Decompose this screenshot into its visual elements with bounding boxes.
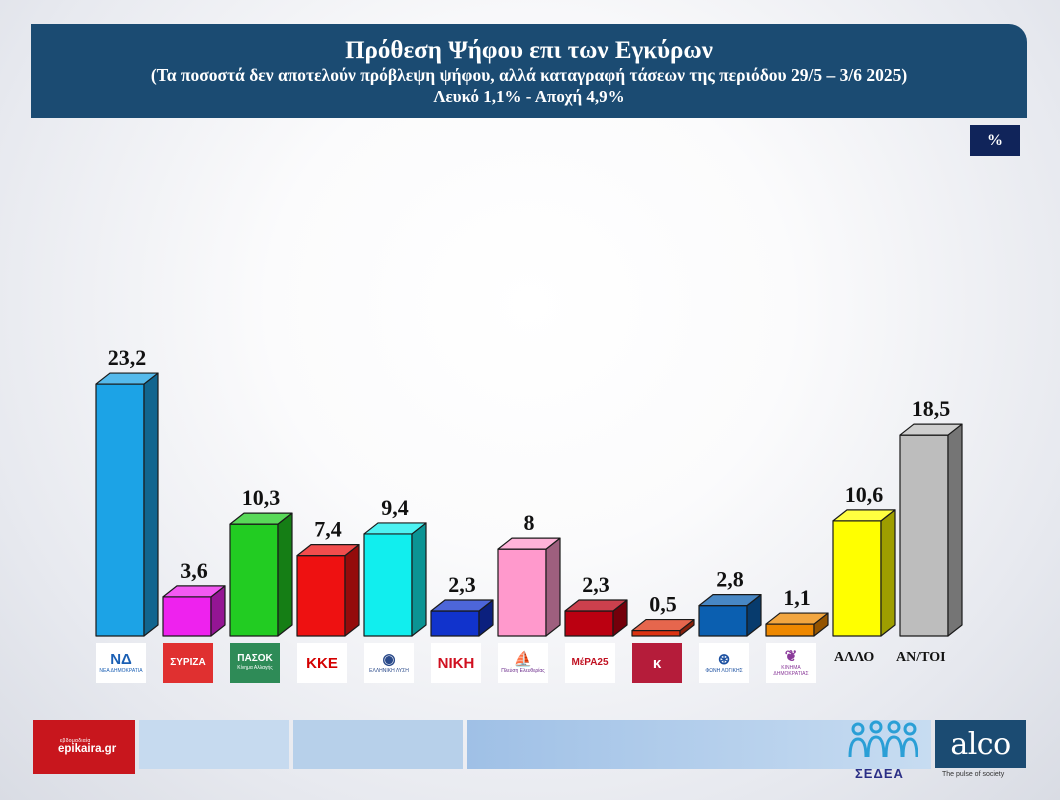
footer-strip-2 (293, 720, 463, 769)
bar (832, 520, 882, 637)
logo-text: ΚΙΝΗΜΑ ΔΗΜΟΚΡΑΤΙΑΣ (773, 665, 809, 677)
bar-top (430, 599, 494, 612)
bar-top (832, 509, 896, 522)
bar-top (162, 585, 226, 598)
data-label: 3,6 (180, 558, 208, 583)
bar (95, 383, 145, 637)
chart-subtitle: (Τα ποσοστά δεν αποτελούν πρόβλεψη ψήφου… (150, 65, 908, 85)
bar-top (899, 423, 963, 436)
bar (430, 610, 480, 637)
alco-tagline: The pulse of society (942, 771, 1005, 778)
data-label: 8 (524, 510, 535, 535)
chart-note: Λευκό 1,1% - Αποχή 4,9% (433, 87, 625, 106)
bar-top (698, 593, 762, 607)
bar-top (564, 599, 628, 612)
logo-mark: ❦ (784, 648, 798, 666)
bar-top (229, 512, 293, 525)
logo-mark: ΚΚΕ (306, 654, 338, 672)
bar (363, 533, 413, 637)
logo-text: ΦΩΝΗ ΛΟΓΙΚΗΣ (705, 667, 743, 674)
bar (229, 523, 279, 637)
logo-mark: ⊛ (717, 650, 731, 668)
foni-logikis-logo: ⊛ ΦΩΝΗ ΛΟΓΙΚΗΣ (699, 643, 749, 683)
sedea-label: ΣΕΔΕΑ (855, 766, 904, 781)
elliniki-lysi-logo: ◉ ΕΛΛΗΝΙΚΗ ΛΥΣΗ (364, 643, 414, 683)
bar-side (344, 544, 360, 637)
chart-title: Πρόθεση Ψήφου επι των Εγκύρων (345, 37, 713, 64)
data-label: 7,4 (314, 517, 342, 542)
logo-text: Κίνημα Αλλαγής (237, 665, 273, 672)
category-label-allo: ΑΛΛΟ (834, 650, 875, 665)
bar-side (411, 522, 427, 637)
data-label: 23,2 (108, 345, 147, 370)
epikaira-name: epikaira.gr (58, 743, 117, 755)
bar (296, 555, 346, 637)
data-label: 10,6 (845, 482, 884, 507)
kinima-dimokratias-logo: ❦ ΚΙΝΗΜΑ ΔΗΜΟΚΡΑΤΙΑΣ (766, 643, 816, 683)
kinima-logo: κ (632, 643, 682, 683)
bar-side (143, 372, 159, 637)
bar (564, 610, 614, 637)
logo-mark: ΠΑΣΟΚ (237, 653, 273, 665)
data-label: 10,3 (242, 485, 281, 510)
chart-header: Πρόθεση Ψήφου επι των Εγκύρων (Τα ποσοστ… (31, 24, 1027, 118)
bar-top (497, 537, 561, 550)
bar (631, 629, 681, 637)
epikaira-small-label: εβδομαδιαία (60, 738, 91, 744)
bar-side (947, 423, 963, 637)
logo-mark: ΝΔ (110, 650, 132, 668)
footer-strip-1 (139, 720, 289, 769)
bar-side (545, 537, 561, 637)
bar (497, 548, 547, 637)
data-label: 9,4 (381, 495, 409, 520)
mera25-logo: ΜέΡΑ25 (565, 643, 615, 683)
niki-logo: ΝΙΚΗ (431, 643, 481, 683)
logo-mark: ΜέΡΑ25 (571, 657, 609, 668)
epikaira-logo: εβδομαδιαία epikaira.gr (33, 720, 135, 774)
data-label: 2,3 (448, 572, 476, 597)
data-label: 18,5 (912, 396, 951, 421)
data-label: 0,5 (649, 592, 677, 617)
unit-badge: % (970, 125, 1020, 156)
bar (765, 623, 815, 637)
bar (899, 434, 949, 637)
logo-text: Πλεύση Ελευθερίας (501, 667, 545, 674)
data-label: 2,3 (582, 572, 610, 597)
bar-side (880, 509, 896, 637)
bar (698, 604, 748, 637)
sedea-people-icon (848, 720, 918, 758)
category-label-anatoi: ΑΝ/ΤΟΙ (896, 650, 946, 665)
bar-top (296, 544, 360, 557)
bar-top (95, 372, 159, 385)
pasok-logo: ΠΑΣΟΚ Κίνημα Αλλαγής (230, 643, 280, 683)
logo-text: ΝΕΑ ΔΗΜΟΚΡΑΤΙΑ (99, 667, 143, 674)
alco-logo: alco (935, 720, 1026, 768)
logo-mark: κ (652, 654, 662, 672)
bar-top (363, 522, 427, 535)
bar (162, 596, 212, 637)
logo-mark: ΣΥΡΙΖΑ (170, 657, 206, 668)
bar-top (631, 618, 695, 632)
syriza-logo: ΣΥΡΙΖΑ (163, 643, 213, 683)
logo-mark: ◉ (382, 650, 396, 668)
data-label: 1,1 (783, 585, 811, 610)
logo-text: ΕΛΛΗΝΙΚΗ ΛΥΣΗ (369, 667, 409, 674)
plefsi-logo: ⛵ Πλεύση Ελευθερίας (498, 643, 548, 683)
bar-chart: 23,2 3,6 10,3 7,4 9,4 2,3 8 2,3 0,5 2,8 1,1 10,6 18,… (95, 345, 963, 637)
logo-mark: ⛵ (513, 650, 533, 668)
logo-mark: ΝΙΚΗ (437, 654, 475, 672)
kke-logo: ΚΚΕ (297, 643, 347, 683)
bar-top (765, 612, 829, 625)
bar-side (277, 512, 293, 637)
data-label: 2,8 (716, 567, 744, 592)
nd-logo: ΝΔ ΝΕΑ ΔΗΜΟΚΡΑΤΙΑ (96, 643, 146, 683)
